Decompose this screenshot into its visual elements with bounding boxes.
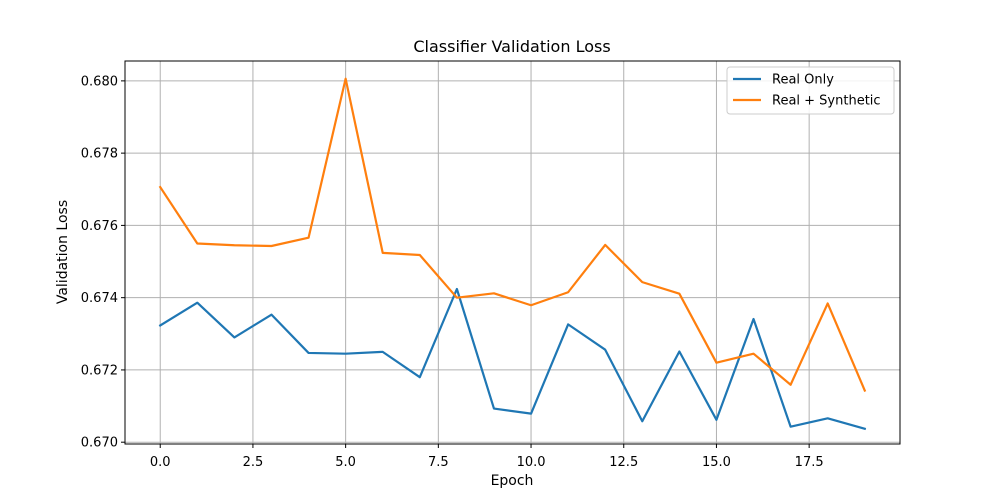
x-tick-label: 2.5 bbox=[243, 455, 264, 470]
y-tick-label: 0.672 bbox=[81, 363, 118, 378]
y-tick-label: 0.676 bbox=[81, 219, 118, 234]
legend-label: Real + Synthetic bbox=[772, 94, 881, 109]
x-tick-label: 10.0 bbox=[517, 455, 546, 470]
x-tick-label: 0.0 bbox=[150, 455, 171, 470]
plot-frame bbox=[124, 60, 901, 445]
y-tick-label: 0.674 bbox=[81, 291, 118, 306]
series-layer bbox=[158, 77, 867, 431]
legend-label: Real Only bbox=[772, 73, 834, 88]
x-tick-label: 7.5 bbox=[428, 455, 449, 470]
y-tick-label: 0.680 bbox=[81, 74, 118, 89]
legend-box bbox=[726, 66, 895, 115]
chart-title: Classifier Validation Loss bbox=[413, 37, 610, 56]
y-tick-label: 0.670 bbox=[81, 436, 118, 451]
x-tick-label: 17.5 bbox=[795, 455, 824, 470]
x-tick-label: 12.5 bbox=[609, 455, 638, 470]
x-tick-label: 5.0 bbox=[335, 455, 356, 470]
x-axis: 0.0 2.5 5.0 7.5 10.0 12.5 15.0 17.5 bbox=[150, 444, 824, 470]
y-tick-label: 0.678 bbox=[81, 147, 118, 162]
legend: Real Only Real + Synthetic bbox=[726, 66, 895, 115]
x-axis-label: Epoch bbox=[491, 473, 534, 489]
x-tick-label: 15.0 bbox=[702, 455, 731, 470]
y-axis: 0.670 0.672 0.674 0.676 0.678 0.680 bbox=[81, 74, 125, 451]
series-line-1 bbox=[158, 287, 867, 431]
y-axis-label: Validation Loss bbox=[55, 200, 71, 304]
series-line-2 bbox=[158, 77, 867, 392]
